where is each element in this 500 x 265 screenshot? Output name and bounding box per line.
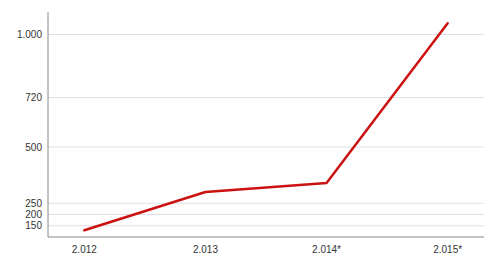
y-tick-label: 200 [25, 209, 42, 220]
y-tick-label: 250 [25, 198, 42, 209]
grid-line [48, 97, 484, 98]
y-tick-label: 1.000 [17, 29, 42, 40]
y-axis-line [48, 12, 49, 237]
chart: 1502002505007201.0002.0122.0132.014*2.01… [0, 0, 500, 265]
x-axis-line [48, 237, 484, 238]
y-tick-label: 720 [25, 92, 42, 103]
grid-line [48, 214, 484, 215]
grid-line [48, 34, 484, 35]
page: {"chart_data": {"type": "line", "categor… [0, 0, 500, 265]
grid-line [48, 203, 484, 204]
x-tick-label: 2.015* [433, 244, 462, 255]
x-axis: 2.012 2.013 2.014* 2.015* [72, 244, 462, 255]
plot-area [84, 23, 447, 230]
chart-container: 1502002505007201.0002.0122.0132.014*2.01… [0, 0, 500, 265]
line [84, 23, 447, 230]
grid-line [48, 147, 484, 148]
x-tick-label: 2.014* [312, 244, 341, 255]
y-tick-label: 150 [25, 220, 42, 231]
y-axis: 150200250 500 720 1.000 [17, 29, 42, 231]
x-tick-label: 2.012 [72, 244, 97, 255]
y-tick-label: 500 [25, 142, 42, 153]
x-tick-label: 2.013 [193, 244, 218, 255]
grid-line [48, 225, 484, 226]
